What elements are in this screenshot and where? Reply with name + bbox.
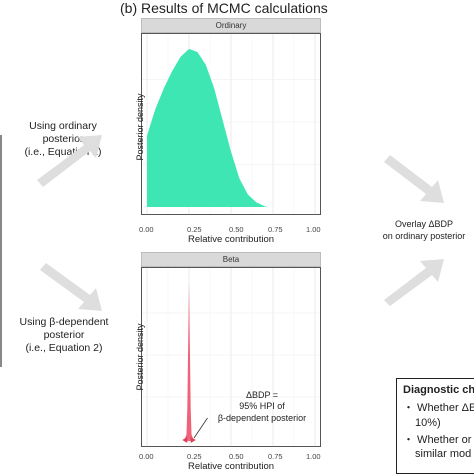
arrow-up-right-icon bbox=[37, 135, 102, 187]
beta-panel-strip: Beta bbox=[141, 252, 321, 267]
arrow-down-right-icon bbox=[40, 263, 102, 311]
beta-tick: 0.00 bbox=[139, 452, 154, 461]
arrow-left-icon bbox=[182, 437, 188, 443]
density-point bbox=[239, 178, 240, 179]
arrow-overlay-up-icon bbox=[384, 259, 444, 306]
ordinary-tick: 0.25 bbox=[187, 225, 202, 234]
density-point bbox=[256, 202, 257, 203]
beta-x-axis-label: Relative contribution bbox=[187, 461, 275, 472]
density-point bbox=[189, 282, 190, 283]
density-point bbox=[190, 407, 191, 408]
beta-density-chart bbox=[141, 267, 321, 447]
density-point bbox=[189, 345, 190, 346]
density-point bbox=[268, 207, 269, 208]
density-point bbox=[147, 135, 148, 136]
delta-bdp-annotation: ΔBDP = 95% HPI of β-dependent posterior bbox=[217, 390, 307, 423]
density-point bbox=[191, 434, 192, 435]
arrow-right-icon bbox=[190, 437, 196, 443]
figure-title: (b) Results of MCMC calculations bbox=[120, 0, 328, 16]
beta-posterior-label: Using β-dependent posterior (i.e., Equat… bbox=[19, 316, 109, 355]
density-point bbox=[188, 345, 189, 346]
diagnostic-item: 10%) bbox=[415, 416, 441, 429]
ordinary-tick: 0.00 bbox=[139, 225, 154, 234]
left-divider bbox=[0, 135, 2, 367]
density-point bbox=[231, 151, 232, 152]
density-point bbox=[222, 120, 223, 121]
ordinary-density-chart bbox=[141, 33, 321, 215]
ordinary-tick: 1.00 bbox=[306, 225, 321, 234]
annotation-leader-line bbox=[193, 417, 208, 439]
density-point bbox=[205, 64, 206, 65]
overlay-label: Overlay ΔBDP on ordinary posterior bbox=[382, 219, 466, 241]
beta-y-axis-label: Posterior density bbox=[135, 323, 145, 391]
density-point bbox=[150, 124, 151, 125]
arrow-overlay-down-icon bbox=[384, 155, 444, 203]
ordinary-x-axis-label: Relative contribution bbox=[187, 234, 275, 245]
density-point bbox=[197, 52, 198, 53]
density-point bbox=[180, 56, 181, 57]
density-area bbox=[184, 282, 194, 439]
density-area bbox=[147, 48, 268, 208]
beta-tick: 0.25 bbox=[187, 452, 202, 461]
density-point bbox=[264, 206, 265, 207]
density-point bbox=[189, 49, 190, 50]
density-point bbox=[172, 71, 173, 72]
ordinary-panel-strip: Ordinary bbox=[141, 18, 321, 33]
diagnostic-checks-box: Diagnostic che ・ Whether ΔE 10%) ・ Wheth… bbox=[396, 378, 474, 474]
density-point bbox=[187, 407, 188, 408]
diagnostic-item: similar mod bbox=[415, 448, 472, 461]
beta-tick: 0.75 bbox=[268, 452, 283, 461]
ordinary-tick: 0.50 bbox=[229, 225, 244, 234]
diagnostic-item: ・ Whether ΔE bbox=[403, 402, 474, 415]
density-point bbox=[155, 109, 156, 110]
beta-tick: 1.00 bbox=[306, 452, 321, 461]
density-point bbox=[163, 88, 164, 89]
diagnostic-item: ・ Whether or bbox=[403, 433, 472, 446]
diagnostic-title: Diagnostic che bbox=[403, 384, 474, 396]
ordinary-tick: 0.75 bbox=[268, 225, 283, 234]
density-point bbox=[214, 88, 215, 89]
density-point bbox=[247, 194, 248, 195]
ordinary-y-axis-label: Posterior density bbox=[135, 93, 145, 161]
beta-tick: 0.50 bbox=[229, 452, 244, 461]
density-point bbox=[186, 434, 187, 435]
